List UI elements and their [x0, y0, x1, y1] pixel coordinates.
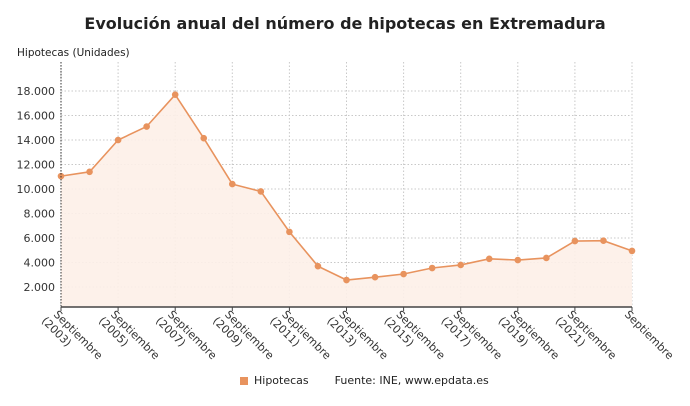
x-tick-label: Septiembre(2003) [39, 305, 105, 371]
y-tick-label: 6.000 [24, 232, 56, 245]
y-tick-label: 8.000 [24, 208, 56, 221]
y-tick-label: 14.000 [17, 134, 56, 147]
data-point [200, 134, 208, 142]
x-tick-label: Septiembre(2011) [267, 305, 333, 371]
data-point [428, 264, 436, 272]
data-point [543, 254, 550, 262]
legend-swatch [240, 376, 248, 385]
legend-label: Hipotecas [254, 374, 309, 387]
x-tick-label: Septiembre(2019) [496, 305, 562, 371]
data-point [114, 136, 122, 144]
data-point [514, 256, 522, 264]
y-tick-label: 12.000 [17, 159, 56, 172]
data-point [229, 180, 236, 188]
chart-title: Evolución anual del número de hipotecas … [84, 14, 606, 33]
data-point [628, 247, 636, 255]
data-point [86, 168, 93, 176]
y-tick-label: 16.000 [17, 110, 56, 123]
x-tick-label: Septiembre [622, 308, 676, 362]
x-tick-label: Septiembre(2017) [439, 305, 505, 371]
data-point [371, 273, 379, 281]
x-tick-label: Septiembre(2007) [153, 305, 219, 371]
data-point [571, 237, 579, 245]
data-point [286, 228, 293, 236]
legend: Hipotecas Fuente: INE, www.epdata.es [240, 374, 489, 387]
data-point [314, 262, 322, 270]
data-point [457, 261, 465, 269]
data-point [400, 270, 407, 278]
data-point [343, 276, 350, 284]
y-tick-label: 18.000 [17, 85, 56, 98]
x-tick-label: Septiembre(2005) [96, 305, 162, 371]
data-point [171, 91, 179, 98]
y-tick-label: 10.000 [17, 183, 56, 196]
x-tick-label: Septiembre(2015) [381, 305, 447, 371]
data-point [600, 237, 607, 244]
y-tick-label: 2.000 [24, 281, 56, 294]
x-tick-label: Septiembre(2021) [553, 305, 619, 371]
y-tick-label: 4.000 [24, 257, 56, 270]
data-point [485, 255, 493, 263]
x-tick-label: Septiembre(2013) [324, 305, 390, 371]
x-tick-label: Septiembre(2009) [210, 305, 276, 371]
series-area [61, 94, 632, 307]
data-point [143, 123, 150, 130]
y-axis-label: Hipotecas (Unidades) [17, 47, 130, 59]
data-point [257, 188, 265, 195]
source-note: Fuente: INE, www.epdata.es [334, 374, 489, 387]
